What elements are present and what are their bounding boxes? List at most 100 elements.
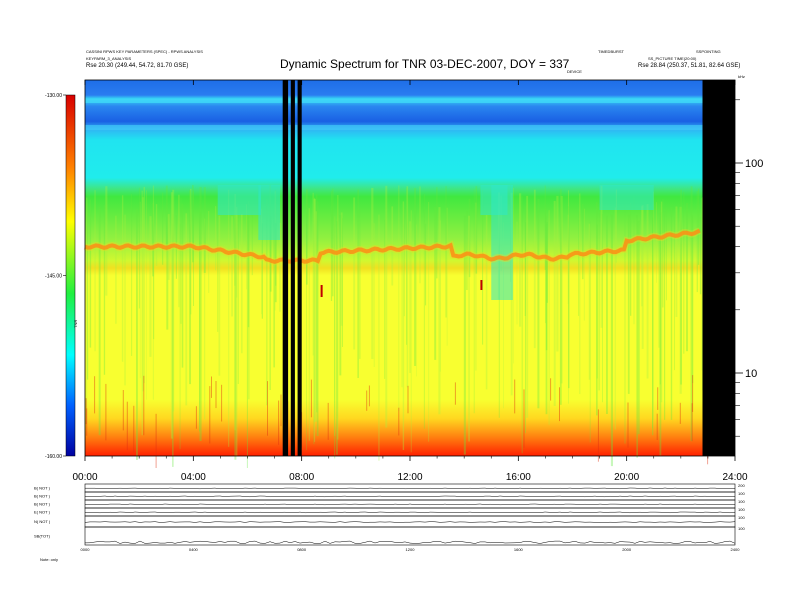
striation — [679, 206, 682, 394]
burst-spike — [211, 376, 212, 398]
striation — [664, 211, 666, 420]
striation — [582, 204, 584, 280]
striation — [203, 187, 206, 273]
striation — [468, 198, 471, 278]
striation — [568, 190, 569, 404]
striation — [308, 208, 310, 441]
striation — [598, 213, 600, 391]
striation — [600, 185, 603, 328]
striation — [231, 216, 233, 317]
striation — [330, 190, 333, 301]
striation — [596, 224, 598, 379]
striation — [659, 203, 661, 385]
burst-spike — [155, 413, 157, 468]
striation — [614, 207, 616, 430]
burst-spike — [122, 390, 124, 431]
striation — [359, 209, 361, 359]
colorbar — [65, 94, 76, 457]
striation — [439, 220, 441, 372]
x-tick-label: 04:00 — [181, 472, 206, 483]
striation — [246, 211, 248, 468]
striation — [559, 189, 562, 405]
striation — [248, 216, 250, 400]
striation — [446, 207, 448, 346]
striation — [468, 215, 470, 442]
striation — [121, 195, 124, 362]
spectrogram-features — [83, 99, 735, 468]
striation — [524, 206, 526, 316]
striation — [615, 189, 617, 263]
striation — [683, 191, 685, 354]
striation — [438, 207, 441, 415]
bottom-panel-scale: 100 — [738, 499, 745, 504]
striation — [553, 200, 556, 406]
striation — [402, 201, 405, 450]
striation — [419, 186, 421, 284]
striation — [241, 213, 243, 354]
striation — [519, 193, 522, 327]
y-axis-unit: kHz — [738, 74, 745, 79]
striation — [246, 204, 247, 290]
bottom-panel-trace — [85, 487, 736, 490]
bottom-x-tick-label: 2000 — [622, 547, 632, 552]
header-right-line2: SS_PICTURE TIME(20:00) — [648, 56, 697, 61]
bottom-panel-trace — [84, 521, 736, 523]
striation — [391, 206, 394, 286]
striation — [567, 214, 569, 304]
striation — [579, 193, 581, 395]
striation — [548, 210, 550, 425]
striation — [636, 215, 638, 458]
striation — [556, 195, 559, 352]
striation — [423, 193, 425, 429]
bottom-panel-label: B( NOT ) — [34, 502, 51, 507]
emission-dip — [491, 185, 513, 300]
striation — [686, 203, 688, 352]
striation — [521, 196, 523, 454]
striation — [652, 217, 654, 436]
striation — [334, 216, 336, 436]
burst-spike — [278, 400, 280, 445]
bottom-panel-scale: 200 — [738, 483, 745, 488]
striation — [162, 192, 164, 265]
striation — [406, 186, 409, 388]
x-tick-label: 08:00 — [289, 472, 314, 483]
data-gap — [282, 80, 289, 456]
burst-spike — [398, 407, 400, 436]
burst-spike — [407, 385, 409, 414]
burst-spike — [454, 382, 456, 405]
data-gap — [702, 80, 735, 456]
striation — [86, 197, 88, 424]
striation — [701, 198, 704, 371]
striation — [313, 198, 316, 422]
striation — [279, 223, 281, 312]
striation — [384, 219, 386, 379]
striation — [610, 214, 613, 467]
header-left-line3: Rse 20.30 (249.44, 54.72, 81.70 GSE) — [86, 63, 189, 69]
striation — [545, 208, 546, 324]
colorbar-label: TNR — [73, 320, 78, 328]
striation — [624, 205, 626, 444]
bottom-panel-trace — [84, 540, 736, 544]
striation — [314, 197, 316, 442]
striation — [546, 222, 548, 303]
striation — [696, 191, 698, 293]
burst-spike — [310, 379, 312, 418]
burst-spike — [209, 386, 211, 444]
striation — [170, 192, 173, 439]
colorbar-ticks: -130.00 -145.00 -160.00 — [45, 93, 66, 460]
striation — [662, 198, 664, 308]
emission-line — [84, 228, 701, 264]
striation — [373, 223, 375, 367]
striation — [274, 191, 276, 311]
x-tick-label: 20:00 — [614, 472, 639, 483]
striation — [525, 222, 526, 434]
x-tick-label: 16:00 — [506, 472, 531, 483]
striation — [414, 188, 417, 366]
bottom-x-tick-label: 2400 — [731, 547, 741, 552]
burst-spike — [656, 413, 658, 440]
striation — [445, 186, 447, 318]
striation — [141, 190, 143, 436]
striation — [143, 186, 145, 384]
striation — [204, 218, 206, 420]
